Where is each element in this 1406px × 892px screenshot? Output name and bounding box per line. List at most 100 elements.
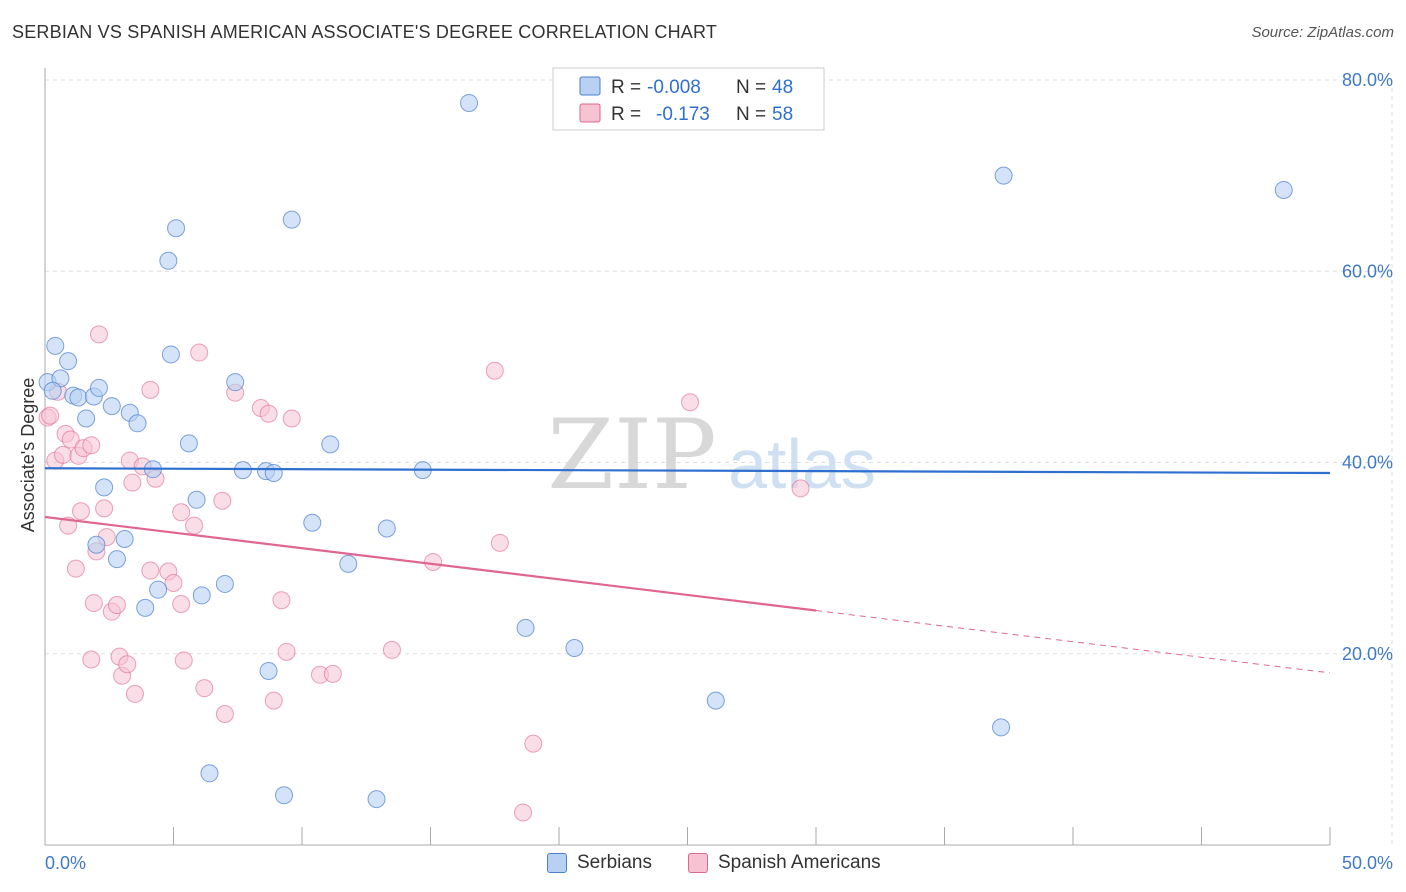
watermark-zip: ZIP xyxy=(547,399,716,511)
data-point-serbian xyxy=(460,93,479,112)
data-point-serbian xyxy=(282,210,301,229)
data-point-spanish-american xyxy=(84,594,103,613)
data-point-serbian xyxy=(339,554,358,573)
data-point-serbian xyxy=(43,381,62,400)
data-point-serbian xyxy=(200,764,219,783)
data-point-spanish-american xyxy=(141,380,160,399)
data-point-spanish-american xyxy=(259,404,278,423)
legend-top: R = -0.008 N = 48 R = -0.173 N = 58 xyxy=(552,67,825,131)
data-point-spanish-american xyxy=(41,406,60,425)
data-point-spanish-american xyxy=(323,664,342,683)
y-tick-label: 80.0% xyxy=(1342,70,1393,90)
y-tick-label: 60.0% xyxy=(1342,261,1393,281)
data-point-spanish-american xyxy=(424,552,443,571)
data-point-spanish-american xyxy=(89,325,108,344)
data-point-spanish-american xyxy=(272,591,291,610)
data-point-spanish-american xyxy=(213,491,232,510)
legend-r-value: -0.008 xyxy=(647,77,701,98)
watermark: ZIP atlas xyxy=(547,399,876,511)
data-point-serbian xyxy=(994,166,1013,185)
data-point-serbian xyxy=(187,490,206,509)
data-point-spanish-american xyxy=(485,361,504,380)
legend-r-label: R = xyxy=(611,104,641,125)
data-point-spanish-american xyxy=(107,595,126,614)
data-point-spanish-american xyxy=(141,561,160,580)
data-point-spanish-american xyxy=(66,559,85,578)
data-point-serbian xyxy=(102,397,121,416)
trend-lines xyxy=(44,467,1331,674)
data-point-spanish-american xyxy=(118,655,137,674)
data-point-serbian xyxy=(1274,180,1293,199)
x-tick-label: 50.0% xyxy=(1342,853,1393,873)
data-point-spanish-american xyxy=(195,679,214,698)
data-point-spanish-american xyxy=(172,595,191,614)
legend-swatch-serbians xyxy=(579,76,601,96)
data-point-spanish-american xyxy=(61,430,80,449)
data-point-spanish-american xyxy=(95,499,114,518)
series-spanish-americans xyxy=(38,325,810,822)
data-point-serbian xyxy=(59,352,78,371)
data-point-spanish-american xyxy=(71,502,90,521)
data-point-spanish-american xyxy=(164,573,183,592)
data-point-spanish-american xyxy=(82,436,101,455)
data-point-spanish-american xyxy=(82,650,101,669)
data-point-spanish-american xyxy=(282,409,301,428)
data-point-spanish-american xyxy=(490,533,509,552)
y-tick-label: 40.0% xyxy=(1342,453,1393,473)
trend-line-spanish-americans xyxy=(44,515,817,612)
trend-line-spanish-americans-projection xyxy=(815,610,1331,674)
data-point-serbian xyxy=(46,336,65,355)
axes: 20.0% 40.0% 60.0% 80.0% 0.0% 50.0% xyxy=(44,68,1393,873)
data-point-spanish-american xyxy=(382,640,401,659)
data-point-serbian xyxy=(95,478,114,497)
y-tick-label: 20.0% xyxy=(1342,644,1393,664)
data-point-spanish-american xyxy=(185,516,204,535)
data-point-serbian xyxy=(87,535,106,554)
data-point-serbian xyxy=(377,519,396,538)
data-point-serbian xyxy=(706,691,725,710)
data-point-serbian xyxy=(77,409,96,428)
data-point-serbian xyxy=(215,574,234,593)
legend-n-label: N = xyxy=(736,77,766,98)
series-serbians xyxy=(38,93,1293,809)
legend-n-value: 48 xyxy=(772,77,793,98)
data-point-spanish-american xyxy=(264,691,283,710)
legend-bottom: Serbians Spanish Americans xyxy=(0,852,1406,878)
legend-r-value: -0.173 xyxy=(656,104,710,125)
data-point-serbian xyxy=(136,598,155,617)
legend-swatch-spanish-americans xyxy=(688,853,708,873)
legend-item-serbians: Serbians xyxy=(547,852,652,874)
data-point-spanish-american xyxy=(190,343,209,362)
data-point-serbian xyxy=(992,718,1011,737)
data-point-serbian xyxy=(192,586,211,605)
legend-label-spanish-americans: Spanish Americans xyxy=(718,852,881,873)
legend-item-spanish-americans: Spanish Americans xyxy=(688,852,881,874)
data-point-spanish-american xyxy=(524,734,543,753)
trend-line-serbians xyxy=(44,467,1331,475)
data-point-serbian xyxy=(115,530,134,548)
source-label: Source: ZipAtlas.com xyxy=(1251,24,1394,41)
data-point-serbian xyxy=(275,786,294,805)
data-point-serbian xyxy=(89,378,108,397)
legend-n-value: 58 xyxy=(772,104,793,125)
data-point-spanish-american xyxy=(514,803,533,822)
data-point-spanish-american xyxy=(277,642,296,661)
data-point-serbian xyxy=(565,639,584,658)
data-point-spanish-american xyxy=(681,393,700,412)
data-point-serbian xyxy=(516,618,535,637)
data-point-serbian xyxy=(159,251,178,270)
data-point-serbian xyxy=(367,790,386,809)
legend-r-label: R = xyxy=(611,77,641,98)
data-point-serbian xyxy=(149,580,168,599)
legend-label-serbians: Serbians xyxy=(577,852,652,873)
legend-n-label: N = xyxy=(736,104,766,125)
data-point-spanish-american xyxy=(53,445,72,464)
data-point-serbian xyxy=(303,513,322,532)
data-point-serbian xyxy=(69,388,88,407)
data-point-serbian xyxy=(179,434,198,453)
data-point-spanish-american xyxy=(123,473,142,492)
legend-swatch-spanish-americans xyxy=(579,103,601,123)
data-point-spanish-american xyxy=(125,684,144,703)
data-point-spanish-american xyxy=(172,503,191,522)
